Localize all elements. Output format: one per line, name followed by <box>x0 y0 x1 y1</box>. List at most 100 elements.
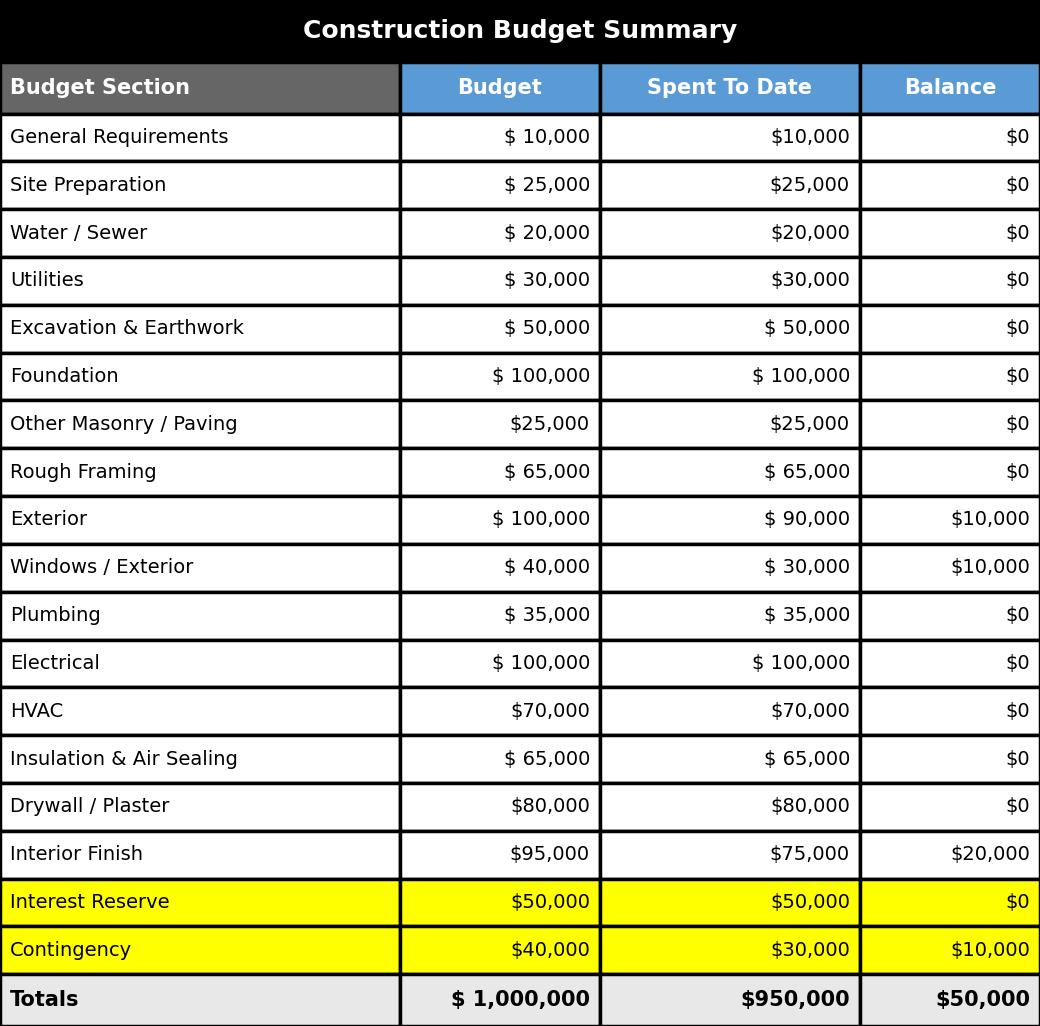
Bar <box>400 926 600 975</box>
Text: $50,000: $50,000 <box>935 990 1030 1011</box>
Bar <box>860 496 1040 544</box>
Text: $30,000: $30,000 <box>770 272 850 290</box>
Text: $ 30,000: $ 30,000 <box>763 558 850 578</box>
Text: $0: $0 <box>1006 797 1030 817</box>
Bar <box>400 62 600 114</box>
Bar <box>400 305 600 353</box>
Bar <box>400 878 600 926</box>
Text: $ 65,000: $ 65,000 <box>503 750 590 768</box>
Bar <box>400 209 600 256</box>
Text: $20,000: $20,000 <box>951 845 1030 864</box>
Bar <box>860 114 1040 161</box>
Text: $0: $0 <box>1006 893 1030 912</box>
Text: $25,000: $25,000 <box>510 415 590 434</box>
Bar <box>600 687 860 736</box>
Bar <box>400 736 600 783</box>
Bar <box>0 114 400 161</box>
Text: Other Masonry / Paving: Other Masonry / Paving <box>10 415 237 434</box>
Bar <box>600 305 860 353</box>
Text: Balance: Balance <box>904 78 996 97</box>
Bar <box>860 592 1040 639</box>
Bar <box>0 209 400 256</box>
Bar <box>600 62 860 114</box>
Bar <box>860 400 1040 448</box>
Bar <box>0 783 400 831</box>
Text: $950,000: $950,000 <box>740 990 850 1011</box>
Bar <box>860 305 1040 353</box>
Text: $50,000: $50,000 <box>510 893 590 912</box>
Bar <box>600 209 860 256</box>
Text: Electrical: Electrical <box>10 654 100 673</box>
Text: General Requirements: General Requirements <box>10 128 229 147</box>
Bar <box>400 592 600 639</box>
Bar <box>0 687 400 736</box>
Bar <box>0 926 400 975</box>
Bar <box>600 353 860 400</box>
Bar <box>860 878 1040 926</box>
Text: Water / Sewer: Water / Sewer <box>10 224 148 242</box>
Text: $0: $0 <box>1006 654 1030 673</box>
Text: $ 50,000: $ 50,000 <box>503 319 590 339</box>
Bar <box>860 975 1040 1026</box>
Text: Windows / Exterior: Windows / Exterior <box>10 558 193 578</box>
Bar <box>400 687 600 736</box>
Bar <box>0 305 400 353</box>
Text: HVAC: HVAC <box>10 702 63 720</box>
Text: $0: $0 <box>1006 224 1030 242</box>
Text: Excavation & Earthwork: Excavation & Earthwork <box>10 319 244 339</box>
Text: Construction Budget Summary: Construction Budget Summary <box>303 18 737 43</box>
Bar <box>860 831 1040 878</box>
Bar <box>600 878 860 926</box>
Bar <box>400 783 600 831</box>
Text: Contingency: Contingency <box>10 941 132 959</box>
Text: $ 100,000: $ 100,000 <box>752 654 850 673</box>
Text: $ 50,000: $ 50,000 <box>763 319 850 339</box>
Text: $10,000: $10,000 <box>951 941 1030 959</box>
Text: $ 30,000: $ 30,000 <box>503 272 590 290</box>
Text: $ 1,000,000: $ 1,000,000 <box>451 990 590 1011</box>
Bar <box>400 544 600 592</box>
Text: Spent To Date: Spent To Date <box>648 78 812 97</box>
Text: $25,000: $25,000 <box>770 175 850 195</box>
Bar <box>600 161 860 209</box>
Text: $0: $0 <box>1006 415 1030 434</box>
Bar <box>860 544 1040 592</box>
Bar <box>400 496 600 544</box>
Bar <box>600 831 860 878</box>
Text: $0: $0 <box>1006 272 1030 290</box>
Bar <box>860 639 1040 687</box>
Text: $70,000: $70,000 <box>770 702 850 720</box>
Text: Budget: Budget <box>458 78 542 97</box>
Text: $0: $0 <box>1006 702 1030 720</box>
Text: $70,000: $70,000 <box>510 702 590 720</box>
Bar <box>400 831 600 878</box>
Bar <box>0 256 400 305</box>
Text: $ 40,000: $ 40,000 <box>503 558 590 578</box>
Bar <box>0 0 1040 62</box>
Text: $0: $0 <box>1006 128 1030 147</box>
Text: $ 10,000: $ 10,000 <box>503 128 590 147</box>
Text: $ 20,000: $ 20,000 <box>503 224 590 242</box>
Text: Interior Finish: Interior Finish <box>10 845 144 864</box>
Text: $ 25,000: $ 25,000 <box>503 175 590 195</box>
Text: $ 100,000: $ 100,000 <box>492 367 590 386</box>
Bar <box>860 687 1040 736</box>
Text: Site Preparation: Site Preparation <box>10 175 166 195</box>
Bar <box>600 783 860 831</box>
Bar <box>0 353 400 400</box>
Bar <box>0 448 400 496</box>
Text: Interest Reserve: Interest Reserve <box>10 893 170 912</box>
Text: $75,000: $75,000 <box>770 845 850 864</box>
Text: $ 65,000: $ 65,000 <box>763 463 850 481</box>
Text: Totals: Totals <box>10 990 79 1011</box>
Text: $0: $0 <box>1006 319 1030 339</box>
Text: $40,000: $40,000 <box>510 941 590 959</box>
Text: $ 100,000: $ 100,000 <box>492 511 590 529</box>
Bar <box>860 256 1040 305</box>
Text: $0: $0 <box>1006 367 1030 386</box>
Bar <box>860 209 1040 256</box>
Text: $ 35,000: $ 35,000 <box>503 606 590 625</box>
Bar <box>0 161 400 209</box>
Text: Budget Section: Budget Section <box>10 78 190 97</box>
Bar <box>600 975 860 1026</box>
